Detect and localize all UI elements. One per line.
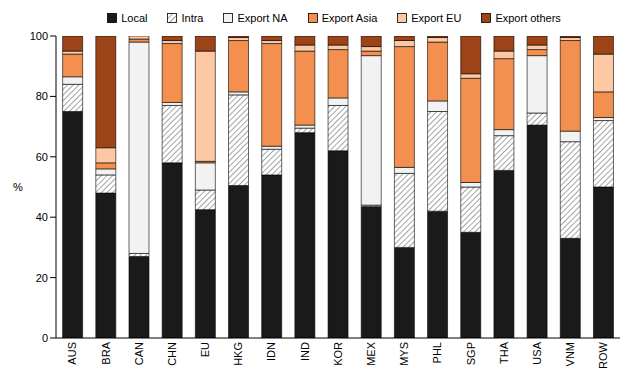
html-text:Export others: Export others — [495, 12, 561, 24]
svg-text:BRA: BRA — [100, 341, 112, 364]
svg-text:%: % — [13, 181, 23, 193]
svg-text:USA: USA — [531, 341, 543, 364]
svg-text:60: 60 — [36, 151, 48, 163]
svg-text:40: 40 — [36, 211, 48, 223]
svg-text:PHL: PHL — [431, 342, 443, 363]
html-text:Export EU: Export EU — [411, 12, 462, 24]
svg-text:VNM: VNM — [564, 342, 576, 366]
svg-text:IND: IND — [299, 342, 311, 361]
svg-text:ROW: ROW — [597, 341, 609, 369]
svg-text:0: 0 — [42, 332, 48, 344]
svg-text:20: 20 — [36, 272, 48, 284]
svg-text:80: 80 — [36, 90, 48, 102]
svg-text:THA: THA — [498, 341, 510, 364]
svg-text:100: 100 — [30, 30, 48, 42]
html-text:Intra: Intra — [181, 12, 204, 24]
svg-text:EU: EU — [199, 342, 211, 357]
svg-text:MEX: MEX — [365, 341, 377, 366]
svg-text:CHN: CHN — [166, 342, 178, 366]
svg-text:HKG: HKG — [232, 342, 244, 366]
svg-text:CAN: CAN — [133, 342, 145, 365]
svg-text:SGP: SGP — [465, 342, 477, 365]
svg-text:KOR: KOR — [332, 342, 344, 366]
svg-text:AUS: AUS — [66, 342, 78, 365]
svg-text:IDN: IDN — [265, 342, 277, 361]
html-text:Export NA: Export NA — [237, 12, 288, 24]
svg-text:MYS: MYS — [398, 342, 410, 366]
html-text:Local: Local — [121, 12, 148, 24]
html-text:Export Asia: Export Asia — [321, 12, 378, 24]
